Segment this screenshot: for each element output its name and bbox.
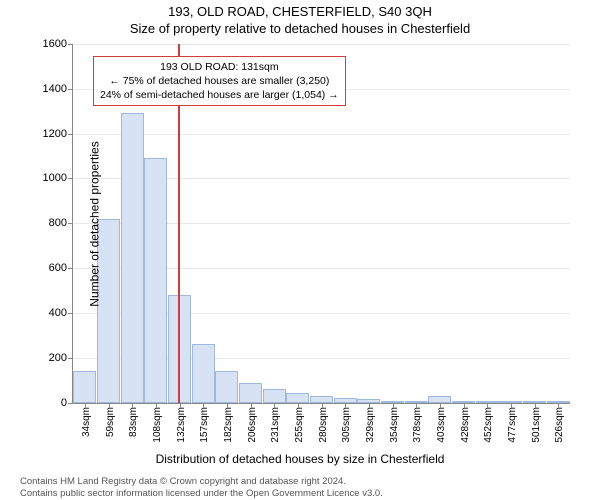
x-tick-mark xyxy=(322,403,323,408)
histogram-bar xyxy=(310,396,333,403)
x-tick-mark xyxy=(251,403,252,408)
x-tick-label: 59sqm xyxy=(105,407,116,437)
x-tick-label: 452sqm xyxy=(483,407,494,443)
x-tick-mark xyxy=(369,403,370,408)
y-axis-title: Number of detached properties xyxy=(88,141,102,306)
x-tick-mark xyxy=(132,403,133,408)
histogram-bar xyxy=(121,113,144,402)
x-tick-mark xyxy=(156,403,157,408)
x-tick-mark xyxy=(203,403,204,408)
histogram-bar xyxy=(144,158,167,403)
x-tick-mark xyxy=(180,403,181,408)
footer: Contains HM Land Registry data © Crown c… xyxy=(20,476,600,500)
plot-region: 0200400600800100012001400160034sqm59sqm8… xyxy=(72,44,570,404)
x-tick-label: 403sqm xyxy=(436,407,447,443)
x-tick-mark xyxy=(440,403,441,408)
footer-line-1: Contains HM Land Registry data © Crown c… xyxy=(20,476,600,488)
x-tick-mark xyxy=(85,403,86,408)
x-tick-mark xyxy=(487,403,488,408)
gridline xyxy=(73,44,570,45)
histogram-bar xyxy=(263,389,286,402)
histogram-bar xyxy=(428,396,451,403)
gridline xyxy=(73,134,570,135)
x-tick-label: 329sqm xyxy=(365,407,376,443)
x-tick-mark xyxy=(558,403,559,408)
x-tick-label: 182sqm xyxy=(223,407,234,443)
annotation-line: ← 75% of detached houses are smaller (3,… xyxy=(100,74,339,88)
x-tick-label: 477sqm xyxy=(507,407,518,443)
x-tick-mark xyxy=(109,403,110,408)
y-tick-mark xyxy=(68,403,73,404)
histogram-bar xyxy=(286,393,309,403)
x-tick-label: 206sqm xyxy=(247,407,258,443)
y-tick-mark xyxy=(68,134,73,135)
x-tick-mark xyxy=(416,403,417,408)
footer-line-2: Contains public sector information licen… xyxy=(20,488,600,500)
histogram-bar xyxy=(73,371,96,402)
x-tick-label: 354sqm xyxy=(389,407,400,443)
x-tick-label: 378sqm xyxy=(412,407,423,443)
annotation-box: 193 OLD ROAD: 131sqm← 75% of detached ho… xyxy=(93,56,346,107)
x-tick-label: 526sqm xyxy=(554,407,565,443)
x-tick-mark xyxy=(298,403,299,408)
title-subtitle: Size of property relative to detached ho… xyxy=(0,21,600,38)
x-tick-mark xyxy=(274,403,275,408)
chart-area: 0200400600800100012001400160034sqm59sqm8… xyxy=(72,44,570,404)
x-tick-label: 132sqm xyxy=(176,407,187,443)
histogram-bar xyxy=(215,371,238,402)
x-axis-title: Distribution of detached houses by size … xyxy=(0,452,600,466)
x-tick-label: 280sqm xyxy=(318,407,329,443)
title-address: 193, OLD ROAD, CHESTERFIELD, S40 3QH xyxy=(0,4,600,21)
histogram-bar xyxy=(239,383,262,403)
x-tick-label: 34sqm xyxy=(81,407,92,437)
histogram-bar xyxy=(192,344,215,402)
y-tick-mark xyxy=(68,44,73,45)
chart-header: 193, OLD ROAD, CHESTERFIELD, S40 3QH Siz… xyxy=(0,0,600,38)
x-tick-label: 83sqm xyxy=(128,407,139,437)
y-tick-mark xyxy=(68,223,73,224)
x-tick-label: 305sqm xyxy=(341,407,352,443)
x-tick-label: 428sqm xyxy=(460,407,471,443)
x-tick-label: 255sqm xyxy=(294,407,305,443)
x-tick-mark xyxy=(227,403,228,408)
y-tick-mark xyxy=(68,178,73,179)
x-tick-label: 157sqm xyxy=(199,407,210,443)
x-tick-mark xyxy=(393,403,394,408)
y-tick-mark xyxy=(68,313,73,314)
x-tick-mark xyxy=(345,403,346,408)
y-tick-mark xyxy=(68,358,73,359)
x-tick-mark xyxy=(535,403,536,408)
x-tick-label: 231sqm xyxy=(270,407,281,443)
annotation-line: 24% of semi-detached houses are larger (… xyxy=(100,88,339,102)
x-tick-label: 501sqm xyxy=(531,407,542,443)
x-tick-mark xyxy=(511,403,512,408)
x-tick-label: 108sqm xyxy=(152,407,163,443)
annotation-line: 193 OLD ROAD: 131sqm xyxy=(100,60,339,74)
y-tick-mark xyxy=(68,89,73,90)
y-tick-mark xyxy=(68,268,73,269)
x-tick-mark xyxy=(464,403,465,408)
